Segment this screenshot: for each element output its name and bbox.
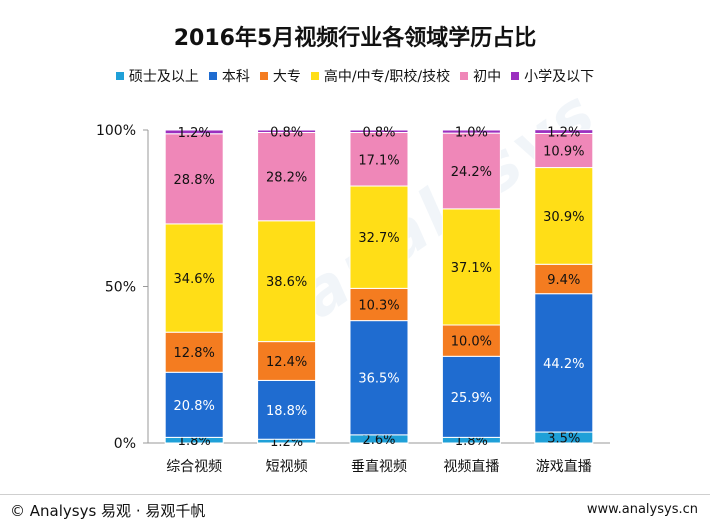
bar-segment [349,185,409,289]
legend-label-middleschool: 初中 [473,69,502,85]
legend-label-highschool: 高中/中专/职校/技校 [323,69,451,85]
legend-label-primary: 小学及以下 [524,69,595,85]
x-tick-label: 游戏直播 [536,458,592,475]
data-label: 44.2% [543,357,584,372]
bar-segment [164,133,224,225]
data-label: 18.8% [266,404,307,419]
bar-segment [441,129,501,134]
bar-segment [349,132,409,187]
data-label: 37.1% [451,261,492,276]
data-label: 25.9% [451,391,492,406]
data-label: 0.8% [270,125,303,140]
data-label: 28.8% [174,173,215,188]
data-label: 12.8% [174,346,215,361]
data-label: 2.6% [362,433,395,448]
stacked-bar-chart: 0% 50% 100% 1.8% 20.8% 12.8% 34.6% 28.8% 1.2% 综合视… [96,123,610,475]
data-label: 32.7% [358,231,399,246]
data-label: 1.2% [178,126,211,141]
data-label: 1.8% [178,434,211,449]
data-label: 10.3% [358,298,399,313]
data-label: 17.1% [358,153,399,168]
legend-item-primary: 小学及以下 [511,66,594,86]
bar-segment [349,287,409,322]
legend-item-college: 大专 [259,66,301,86]
footer-copyright: © Analysys 易观 · 易观千帆 [10,502,206,520]
bar-segment [257,220,317,343]
data-label: 3.5% [547,432,580,447]
data-label: 1.2% [547,126,580,141]
bar-segment [257,341,317,381]
y-tick-label: 100% [96,123,136,139]
legend-swatch-bachelor [208,72,217,80]
bar-segment [257,379,317,440]
bar-segment [257,129,317,134]
data-label: 10.0% [451,335,492,350]
x-tick-label: 视频直播 [443,458,499,475]
legend-label-bachelor: 本科 [221,69,250,85]
bar-segment [164,371,224,438]
data-label: 0.8% [362,125,395,140]
data-label: 30.9% [543,210,584,225]
legend-item-highschool: 高中/中专/职校/技校 [310,66,451,86]
data-label: 10.9% [543,145,584,160]
bar-segment [441,208,501,326]
x-tick-label: 短视频 [266,459,308,475]
x-tick-label: 垂直视频 [351,458,407,475]
bar-segment [257,132,317,222]
data-label: 28.2% [266,171,307,186]
bar-segment [164,223,224,333]
legend-label-college: 大专 [272,69,301,85]
footer-url: www.analysys.cn [586,502,698,517]
data-label: 38.6% [266,275,307,290]
bar-segment [164,129,224,135]
chart-title: 2016年5月视频行业各领域学历占比 [173,26,537,51]
data-label: 1.0% [455,126,488,141]
legend-label-master: 硕士及以上 [128,69,199,85]
legend-swatch-middleschool [460,72,469,80]
bar-segment [349,129,409,134]
footer-divider [0,494,710,495]
bar-segment [441,132,501,210]
legend-item-bachelor: 本科 [208,66,250,86]
data-label: 36.5% [358,372,399,387]
legend-swatch-highschool [310,72,319,80]
legend: 硕士及以上 本科 大专 高中/中专/职校/技校 初中 小学及以下 [0,66,710,86]
legend-swatch-college [259,72,268,80]
bar-segment [164,331,224,373]
data-label: 34.6% [174,272,215,287]
legend-item-middleschool: 初中 [460,66,501,86]
bar-segment [534,129,594,134]
y-tick-label: 50% [105,280,136,296]
bar-segment [441,355,501,438]
bar-segment [441,324,501,357]
bar-segment [349,320,409,436]
legend-swatch-primary [511,72,520,80]
bar-segment [534,293,594,433]
data-label: 12.4% [266,355,307,370]
data-label: 9.4% [547,273,580,288]
bar-segment [534,132,594,169]
legend-swatch-master [115,72,124,80]
data-label: 24.2% [451,165,492,180]
legend-item-master: 硕士及以上 [115,66,199,86]
data-label: 20.8% [174,399,215,414]
data-label: 1.8% [455,434,488,449]
y-tick-label: 0% [114,436,136,452]
x-tick-label: 综合视频 [166,459,222,475]
